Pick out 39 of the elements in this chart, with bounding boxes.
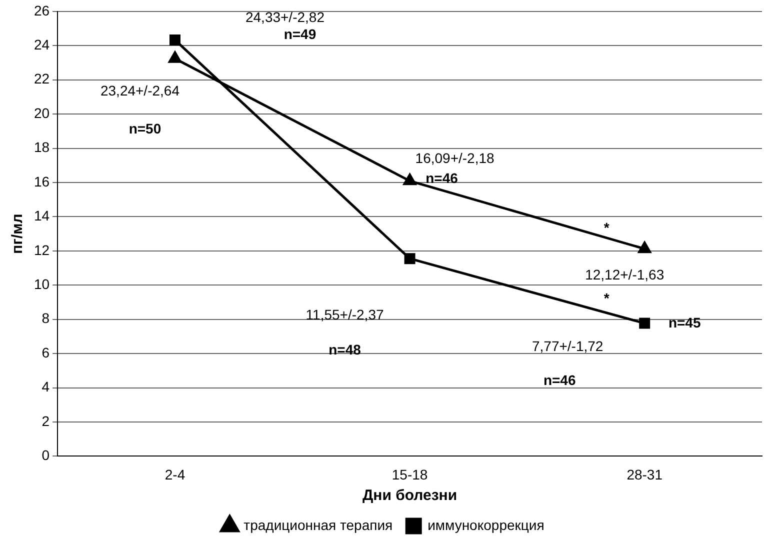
point	[639, 318, 650, 329]
x-tick-label: 28-31	[626, 466, 663, 482]
y-tick-label: 22	[34, 70, 50, 87]
point	[638, 242, 652, 254]
point	[168, 51, 182, 63]
point	[403, 174, 416, 186]
annotation: 7,77+/-1,72	[532, 338, 604, 354]
y-tick-label: 8	[42, 310, 50, 326]
x-tick-label: 2-4	[164, 466, 186, 482]
annotation: n=46	[426, 170, 458, 186]
x-tick-label: 15-18	[392, 466, 428, 482]
annotation: 24,33+/-2,82	[245, 8, 325, 25]
legend-label: традиционная терапия	[244, 516, 393, 533]
point	[404, 253, 416, 264]
y-tick-label: 24	[34, 36, 50, 52]
legend-label: иммунокоррекция	[428, 516, 544, 533]
annotation: 23,24+/-2,64	[100, 82, 180, 98]
point	[169, 34, 180, 46]
y-tick-label: 2	[42, 412, 50, 429]
annotation: n=50	[128, 120, 162, 136]
y-tick-label: 4	[42, 378, 50, 395]
y-tick-label: 18	[34, 139, 50, 156]
annotation: 16,09+/-2,18	[415, 150, 494, 166]
annotation: *	[604, 290, 610, 306]
annotation: n=49	[284, 26, 316, 42]
y-tick-label: 6	[42, 344, 50, 360]
annotation: *	[604, 220, 610, 236]
y-tick-label: 16	[34, 173, 50, 190]
y-tick-label: 12	[34, 242, 50, 258]
y-tick-label: 14	[34, 208, 50, 224]
y-tick-label: 20	[34, 104, 50, 121]
x-axis-title: Дни болезни	[362, 487, 458, 504]
annotation: 11,55+/-2,37	[306, 306, 384, 322]
y-tick-label: 26	[34, 2, 50, 18]
y-axis-title: пг/мл	[9, 214, 26, 254]
y-tick-label: 0	[42, 447, 50, 464]
annotation: n=46	[543, 372, 576, 388]
y-tick-label: 10	[34, 276, 50, 292]
annotation: 12,12+/-1,63	[585, 266, 664, 283]
